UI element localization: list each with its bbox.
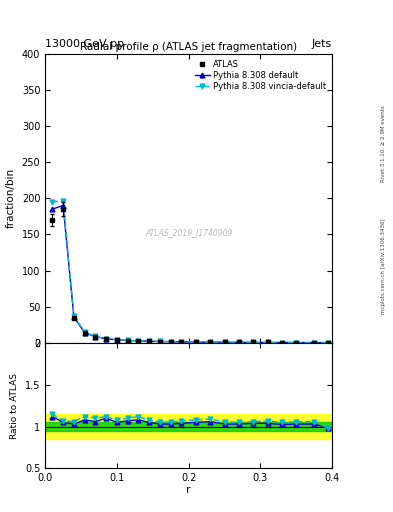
Text: mcplots.cern.ch [arXiv:1306.3436]: mcplots.cern.ch [arXiv:1306.3436] — [381, 219, 386, 314]
Pythia 8.308 vincia-default — [168, 338, 173, 345]
Pythia 8.308 vincia-default — [147, 338, 152, 345]
Pythia 8.308 vincia-default — [312, 339, 316, 346]
Pythia 8.308 default — [168, 338, 173, 345]
Pythia 8.308 vincia-default — [222, 339, 227, 346]
ATLAS — [193, 339, 198, 345]
ATLAS — [237, 339, 241, 346]
Y-axis label: Ratio to ATLAS: Ratio to ATLAS — [10, 373, 19, 439]
ATLAS — [125, 337, 130, 344]
Pythia 8.308 vincia-default — [208, 339, 213, 345]
Text: Jets: Jets — [312, 38, 332, 49]
Pythia 8.308 default — [312, 339, 316, 346]
ATLAS — [82, 330, 87, 336]
ATLAS — [136, 338, 141, 344]
Pythia 8.308 vincia-default — [72, 313, 76, 319]
Pythia 8.308 vincia-default — [104, 336, 108, 342]
Pythia 8.308 default — [147, 338, 152, 345]
Pythia 8.308 vincia-default — [125, 337, 130, 344]
Pythia 8.308 default — [158, 338, 162, 345]
Pythia 8.308 vincia-default — [237, 339, 241, 346]
ATLAS — [279, 339, 284, 346]
Pythia 8.308 default — [326, 339, 331, 346]
Pythia 8.308 vincia-default — [326, 339, 331, 346]
Pythia 8.308 default — [82, 330, 87, 336]
Pythia 8.308 default — [104, 336, 108, 342]
Pythia 8.308 default — [61, 202, 66, 208]
Pythia 8.308 vincia-default — [61, 198, 66, 204]
ATLAS — [61, 206, 66, 212]
Pythia 8.308 default — [93, 334, 98, 340]
Pythia 8.308 vincia-default — [136, 338, 141, 344]
Text: Rivet 3.1.10, ≥ 2.9M events: Rivet 3.1.10, ≥ 2.9M events — [381, 105, 386, 182]
Pythia 8.308 default — [72, 314, 76, 320]
ATLAS — [326, 339, 331, 346]
ATLAS — [222, 339, 227, 346]
Line: Pythia 8.308 default: Pythia 8.308 default — [50, 203, 331, 345]
Pythia 8.308 vincia-default — [279, 339, 284, 346]
Pythia 8.308 default — [265, 339, 270, 346]
ATLAS — [72, 314, 76, 321]
Pythia 8.308 vincia-default — [158, 338, 162, 345]
Pythia 8.308 default — [125, 337, 130, 344]
Pythia 8.308 default — [294, 339, 299, 346]
Text: 13000 GeV pp: 13000 GeV pp — [45, 38, 124, 49]
Title: Radial profile ρ (ATLAS jet fragmentation): Radial profile ρ (ATLAS jet fragmentatio… — [80, 41, 297, 52]
Pythia 8.308 default — [222, 339, 227, 346]
X-axis label: r: r — [186, 485, 191, 495]
Pythia 8.308 vincia-default — [294, 339, 299, 346]
ATLAS — [115, 337, 119, 343]
Pythia 8.308 vincia-default — [115, 336, 119, 343]
ATLAS — [147, 338, 152, 345]
ATLAS — [312, 339, 316, 346]
ATLAS — [158, 338, 162, 345]
ATLAS — [179, 339, 184, 345]
Legend: ATLAS, Pythia 8.308 default, Pythia 8.308 vincia-default: ATLAS, Pythia 8.308 default, Pythia 8.30… — [193, 58, 328, 93]
Pythia 8.308 default — [136, 338, 141, 344]
Pythia 8.308 default — [50, 206, 55, 212]
Pythia 8.308 default — [279, 339, 284, 346]
Pythia 8.308 default — [179, 339, 184, 345]
Pythia 8.308 vincia-default — [50, 199, 55, 205]
Pythia 8.308 default — [208, 339, 213, 345]
Y-axis label: fraction/bin: fraction/bin — [6, 168, 16, 228]
Pythia 8.308 vincia-default — [82, 329, 87, 335]
ATLAS — [294, 339, 299, 346]
ATLAS — [251, 339, 255, 346]
Text: ATLAS_2019_I1740909: ATLAS_2019_I1740909 — [145, 228, 232, 238]
Pythia 8.308 default — [237, 339, 241, 346]
Line: ATLAS: ATLAS — [50, 207, 331, 345]
Line: Pythia 8.308 vincia-default: Pythia 8.308 vincia-default — [50, 199, 331, 345]
Pythia 8.308 vincia-default — [251, 339, 255, 346]
ATLAS — [265, 339, 270, 346]
Pythia 8.308 vincia-default — [193, 339, 198, 345]
Pythia 8.308 vincia-default — [179, 339, 184, 345]
Pythia 8.308 default — [193, 339, 198, 345]
ATLAS — [104, 336, 108, 342]
Pythia 8.308 vincia-default — [265, 339, 270, 346]
Pythia 8.308 vincia-default — [93, 333, 98, 339]
Pythia 8.308 default — [115, 337, 119, 343]
ATLAS — [208, 339, 213, 345]
ATLAS — [168, 338, 173, 345]
ATLAS — [93, 334, 98, 340]
Pythia 8.308 default — [251, 339, 255, 346]
ATLAS — [50, 217, 55, 223]
